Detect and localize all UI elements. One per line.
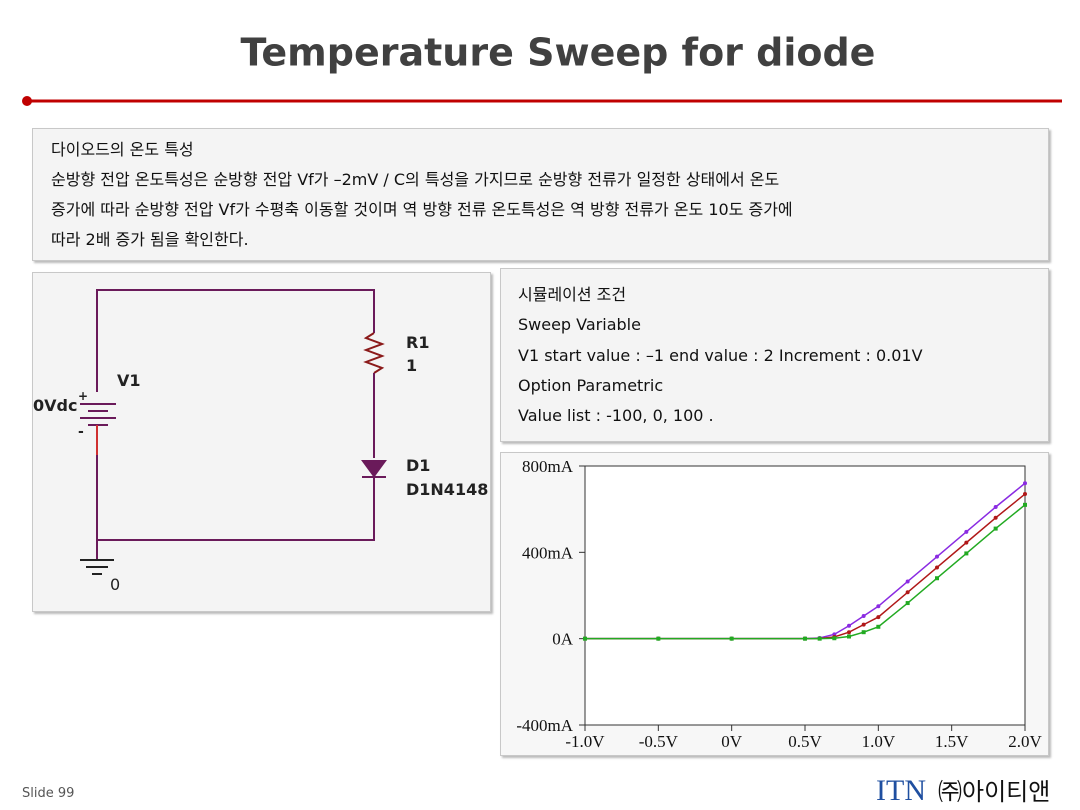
point bbox=[832, 636, 837, 641]
description-heading: 다이오드의 온도 특성 bbox=[51, 140, 194, 159]
rule-dot bbox=[22, 96, 32, 106]
description-line: 증가에 따라 순방향 전압 Vf가 수평축 이동할 것이며 역 방향 전류 온도… bbox=[51, 200, 793, 219]
description-line: 따라 2배 증가 됨을 확인한다. bbox=[51, 230, 249, 249]
point bbox=[993, 505, 998, 510]
point bbox=[964, 529, 969, 534]
resistor-value: 1 bbox=[406, 356, 417, 375]
resistor bbox=[363, 332, 385, 374]
wire bbox=[96, 289, 375, 392]
y-tick-label: 800mA bbox=[522, 457, 574, 476]
plot-frame bbox=[584, 465, 1026, 726]
x-tick-label: 0.5V bbox=[788, 732, 822, 751]
circuit bbox=[80, 289, 387, 575]
point bbox=[861, 622, 866, 627]
minus-sign: - bbox=[78, 424, 84, 440]
ground-label: 0 bbox=[110, 575, 120, 594]
title: Temperature Sweep for diode bbox=[241, 31, 876, 75]
point bbox=[847, 623, 851, 628]
point bbox=[935, 554, 939, 559]
wire bbox=[96, 425, 375, 541]
plus-sign: + bbox=[78, 389, 88, 403]
point bbox=[905, 590, 910, 595]
point bbox=[861, 614, 866, 619]
conditions-line: Sweep Variable bbox=[518, 315, 641, 334]
y-tick-label: 400mA bbox=[522, 543, 574, 562]
x-tick-label: 2.0V bbox=[1008, 732, 1042, 751]
point bbox=[1023, 481, 1027, 486]
conditions-line: V1 start value : –1 end value : 2 Increm… bbox=[518, 346, 923, 365]
point bbox=[1023, 502, 1027, 507]
point bbox=[993, 515, 998, 520]
point bbox=[905, 601, 910, 606]
company-name: ㈜아이티앤 bbox=[938, 778, 1050, 806]
point bbox=[993, 526, 998, 531]
point bbox=[847, 634, 851, 639]
slide-number: Slide 99 bbox=[22, 786, 74, 801]
source-value: 0Vdc bbox=[33, 396, 77, 415]
point bbox=[583, 636, 587, 641]
point bbox=[729, 636, 734, 641]
x-tick-label: 0V bbox=[721, 732, 743, 751]
logo: ITN bbox=[876, 774, 926, 807]
series-line bbox=[585, 504, 1026, 640]
conditions-line: Option Parametric bbox=[518, 376, 664, 395]
point bbox=[964, 540, 969, 545]
diode-name: D1 bbox=[406, 456, 430, 475]
point bbox=[964, 551, 969, 556]
resistor-name: R1 bbox=[406, 333, 429, 352]
point bbox=[861, 630, 866, 635]
x-tick-label: 1.5V bbox=[935, 732, 969, 751]
point bbox=[935, 565, 939, 570]
point bbox=[803, 636, 807, 641]
x-tick-label: -0.5V bbox=[639, 732, 679, 751]
y-tick-label: 0A bbox=[552, 630, 574, 649]
point bbox=[847, 630, 851, 635]
description-box: 다이오드의 온도 특성 순방향 전압 온도특성은 순방향 전압 Vf가 –2mV… bbox=[32, 128, 1049, 261]
point bbox=[1023, 492, 1027, 497]
point bbox=[876, 624, 881, 629]
point bbox=[817, 636, 822, 641]
point bbox=[905, 579, 910, 584]
diode-model: D1N4148 bbox=[406, 480, 488, 499]
conditions-line: Value list : -100, 0, 100 . bbox=[518, 406, 714, 425]
point bbox=[876, 604, 881, 609]
point bbox=[876, 615, 881, 620]
point bbox=[935, 576, 939, 581]
x-tick-label: 1.0V bbox=[862, 732, 896, 751]
diode bbox=[361, 460, 387, 478]
conditions-heading: 시뮬레이션 조건 bbox=[518, 285, 627, 304]
x-tick-label: -1.0V bbox=[565, 732, 605, 751]
y-tick-label: -400mA bbox=[516, 716, 573, 735]
circuit-box bbox=[32, 272, 491, 612]
conditions-box: 시뮬레이션 조건 Sweep Variable V1 start value :… bbox=[500, 268, 1049, 442]
description-line: 순방향 전압 온도특성은 순방향 전압 Vf가 –2mV / C의 특성을 가지… bbox=[51, 170, 780, 189]
point bbox=[656, 636, 661, 641]
source-name: V1 bbox=[117, 371, 141, 390]
